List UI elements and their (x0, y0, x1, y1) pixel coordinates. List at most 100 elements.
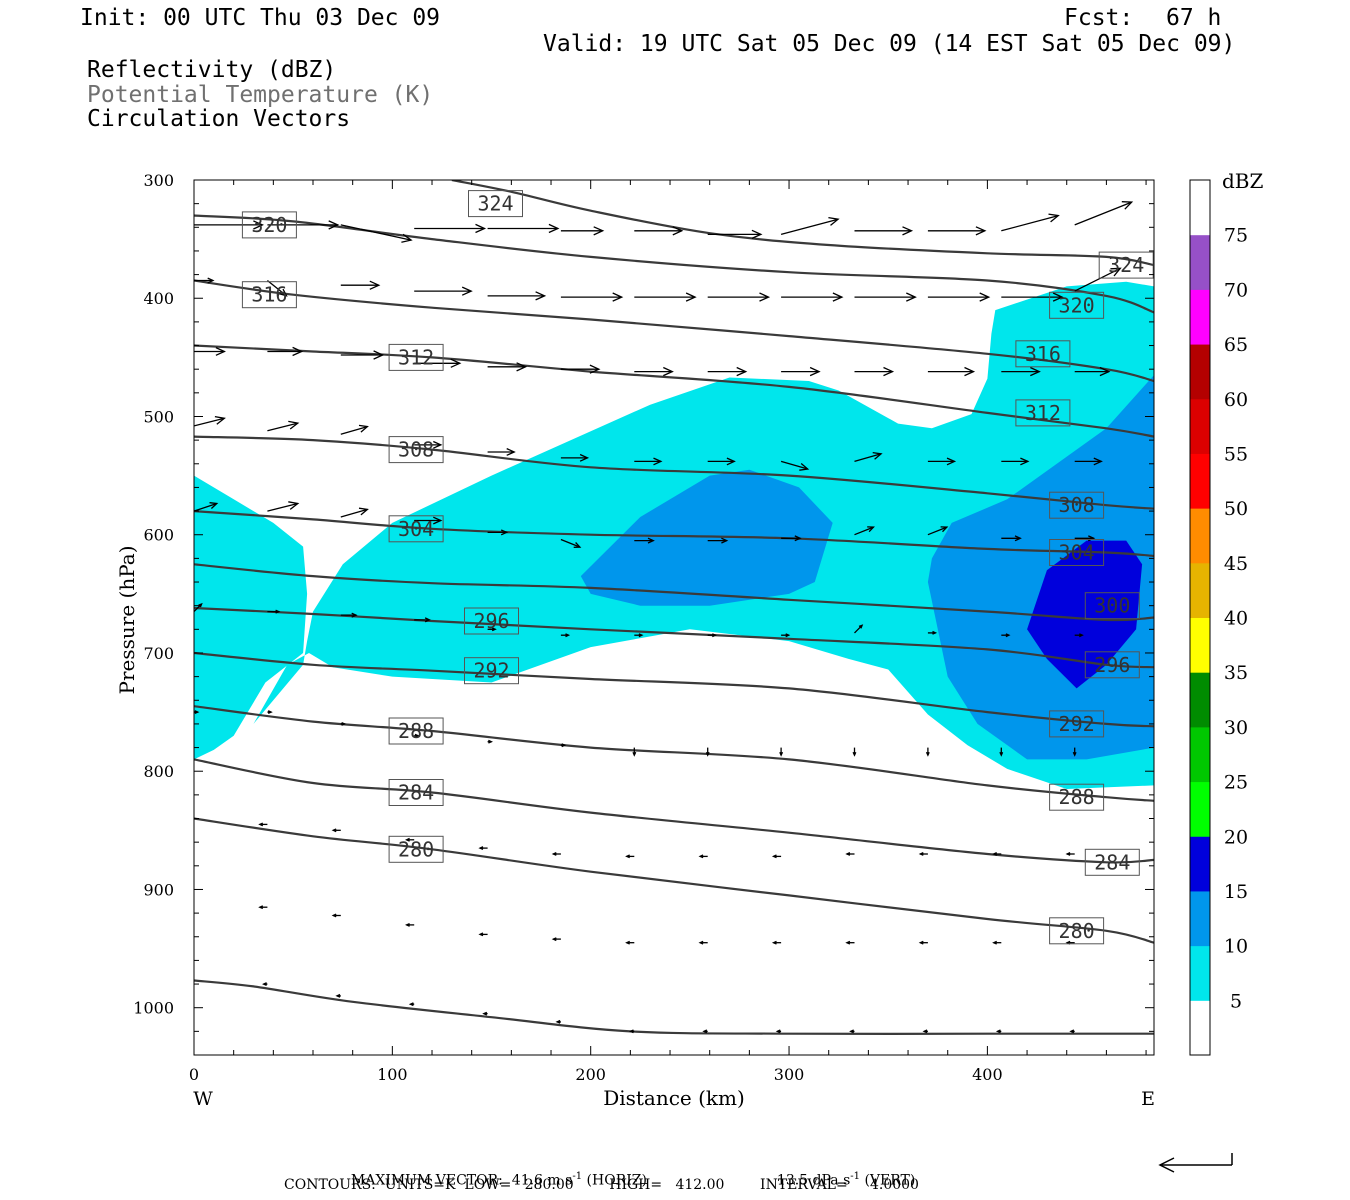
reference-vector-arrow (1160, 1153, 1232, 1172)
theta-contour-276 (194, 981, 1154, 1034)
circulation-vector (488, 740, 492, 743)
contour-label: 320 (1059, 293, 1095, 317)
contour-label: 296 (1094, 653, 1130, 677)
circulation-vector (781, 368, 819, 376)
colorbar-level-label: 40 (1224, 608, 1248, 630)
colorbar: 51015202530354045505560657075 (1190, 180, 1248, 1056)
colorbar-level-label: 5 (1230, 990, 1242, 1012)
circulation-vector (480, 847, 488, 850)
y-tick-label: 1000 (133, 999, 174, 1018)
circulation-vector (774, 941, 782, 944)
circulation-vector (337, 995, 341, 998)
colorbar-level-label: 70 (1224, 279, 1248, 301)
contour-label: 308 (1059, 493, 1095, 517)
circulation-vector (700, 855, 708, 858)
circulation-vector (708, 368, 746, 376)
circulation-vector (851, 1030, 855, 1033)
colorbar-swatch (1190, 727, 1210, 782)
circulation-vector (488, 449, 515, 456)
colorbar-level-label: 30 (1224, 717, 1248, 739)
circulation-vector (928, 368, 974, 376)
contour-label: 280 (398, 837, 434, 861)
y-tick-label: 400 (143, 289, 174, 308)
x-tick-label: 200 (575, 1065, 606, 1084)
circulation-vector (927, 748, 930, 756)
circulation-vector (410, 1003, 414, 1006)
circulation-vector (484, 1012, 488, 1015)
colorbar-swatch (1190, 672, 1210, 727)
contour-label: 316 (1025, 342, 1061, 366)
circulation-vector (994, 941, 1002, 944)
circulation-vector (341, 281, 379, 289)
circulation-vector (407, 924, 415, 927)
circulation-vector (264, 983, 268, 986)
circulation-vector (855, 368, 893, 376)
circulation-vector (847, 853, 855, 856)
vector-shaft (1075, 202, 1132, 225)
theta-contour-284 (194, 759, 1154, 862)
contour-label: 296 (473, 609, 509, 633)
circulation-vector (1075, 202, 1132, 225)
x-axis-title: Distance (km) (603, 1086, 745, 1110)
circulation-vector (557, 1021, 561, 1024)
circulation-vector (928, 227, 985, 235)
colorbar-level-label: 45 (1224, 553, 1248, 575)
contour-label: 312 (1025, 401, 1061, 425)
circulation-vector (553, 853, 561, 856)
circulation-vector (627, 941, 635, 944)
colorbar-swatch (1190, 399, 1210, 454)
circulation-vector (998, 1030, 1002, 1033)
colorbar-level-label: 60 (1224, 389, 1248, 411)
circulation-vector (194, 417, 224, 426)
colorbar-swatch (1190, 891, 1210, 946)
y-tick-label: 500 (143, 407, 174, 426)
circulation-vector (267, 502, 297, 511)
colorbar-swatch (1190, 618, 1210, 673)
circulation-vector (924, 1030, 928, 1033)
colorbar-level-label: 75 (1224, 225, 1248, 247)
colorbar-swatch (1190, 782, 1210, 837)
colorbar-swatch (1190, 289, 1210, 344)
circulation-vector (1067, 853, 1075, 856)
circulation-vector (1071, 1030, 1075, 1033)
circulation-vector (341, 225, 411, 242)
circulation-vector (341, 508, 368, 517)
circulation-vector (780, 748, 783, 756)
circulation-vector (774, 855, 782, 858)
contour-label: 288 (398, 719, 434, 743)
contour-label: 312 (398, 345, 434, 369)
colorbar-level-label: 65 (1224, 334, 1248, 356)
y-tick-label: 900 (143, 880, 174, 899)
contour-label: 316 (251, 283, 287, 307)
circulation-vector (855, 293, 916, 301)
theta-contour-320 (194, 216, 1154, 313)
y-tick-label: 800 (143, 762, 174, 781)
contour-label: 284 (398, 781, 434, 805)
circulation-vector (708, 293, 769, 301)
colorbar-level-label: 55 (1224, 443, 1248, 465)
circulation-vector (267, 421, 297, 430)
circulation-vector (781, 218, 838, 235)
colorbar-level-label: 25 (1224, 772, 1248, 794)
colorbar-level-label: 20 (1224, 826, 1248, 848)
circulation-vector (700, 941, 708, 944)
x-tick-label: 100 (377, 1065, 408, 1084)
contour-label: 308 (398, 438, 434, 462)
colorbar-swatch (1190, 563, 1210, 618)
circulation-vector (561, 227, 603, 235)
theta-contour-324 (452, 180, 1154, 265)
circulation-vector (194, 348, 224, 356)
colorbar-swatch (1190, 453, 1210, 508)
colorbar-level-label: 15 (1224, 881, 1248, 903)
contour-label: 288 (1059, 785, 1095, 809)
cross-section-chart: 3243243203203163163123123083083043043002… (0, 0, 1350, 1200)
contour-label: 304 (398, 517, 434, 541)
contour-label: 324 (1108, 253, 1144, 277)
y-tick-label: 600 (143, 526, 174, 545)
circulation-vector (627, 855, 635, 858)
x-axis-east-label: E (1141, 1088, 1155, 1110)
circulation-vector (488, 224, 558, 232)
theta-contour-280 (194, 819, 1154, 943)
x-tick-label: 0 (189, 1065, 199, 1084)
circulation-vector (920, 941, 928, 944)
